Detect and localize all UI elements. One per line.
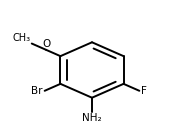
Text: F: F — [141, 86, 147, 96]
Text: O: O — [42, 39, 50, 49]
Text: CH₃: CH₃ — [13, 33, 31, 43]
Text: NH₂: NH₂ — [82, 113, 102, 123]
Text: Br: Br — [31, 86, 42, 96]
